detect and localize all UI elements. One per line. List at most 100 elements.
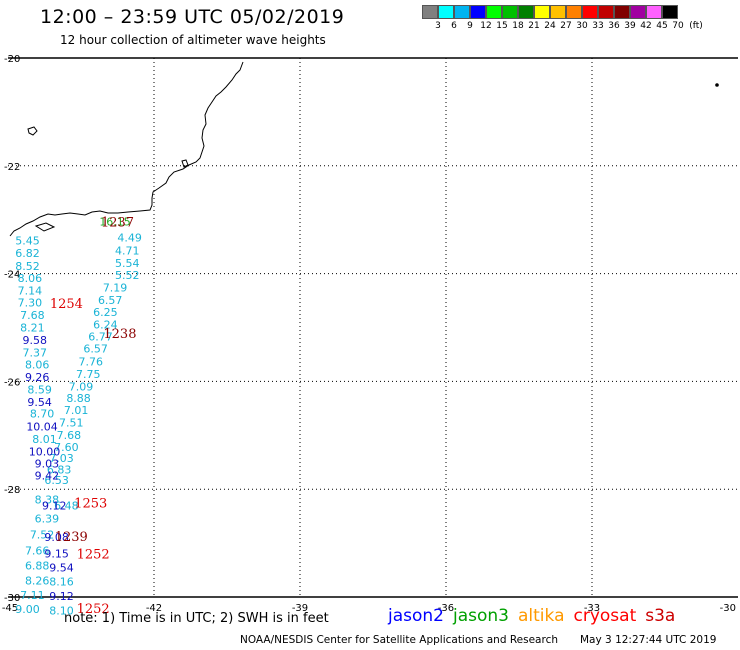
scale-swatch-39 [614,5,630,19]
wave-height-label: 10.04 [26,421,58,434]
scale-swatch-33 [582,5,598,19]
lon-tick-label: -33 [584,603,600,614]
satellite-legend: jason2 jason3 altika cryosat s3a [388,606,684,626]
color-scale-swatches [422,5,740,19]
satellite-legend-s3a: s3a [645,606,676,626]
wave-height-label: 6.24 [93,318,118,331]
coastline-main [9,61,244,237]
wave-height-label: 6.77 [88,331,113,344]
wave-height-label: 4.71 [115,244,140,257]
color-scale-labels: 3 6 9 12 15 18 21 24 27 30 33 36 39 42 45 70 (ft) [422,19,740,33]
wave-height-label: 8.06 [25,359,50,372]
wave-height-label: 6.88 [25,560,50,573]
scale-label-24: 24 [544,21,556,31]
scale-label-12: 12 [480,21,492,31]
wave-height-label: 8.59 [27,383,52,396]
wave-height-label: 7.11 [20,589,45,602]
scale-label-6: 6 [451,21,457,31]
scale-label-3: 3 [435,21,441,31]
scale-label-33: 33 [592,21,604,31]
satellite-legend-altika: altika [518,606,565,626]
wave-height-label: 9.42 [35,470,60,483]
coast-island-3 [34,222,56,232]
wave-height-label: 7.37 [23,346,48,359]
scale-label-15: 15 [496,21,508,31]
lat-tick-label: -28 [4,485,20,496]
coast-island-2 [181,159,189,168]
footer-timestamp: May 3 12:27:44 UTC 2019 [580,634,717,646]
pass-time-label: 1254 [50,297,83,312]
wave-height-label: 7.75 [76,368,101,381]
wave-height-label: 7.60 [54,441,79,454]
footer-credit: NOAA/NESDIS Center for Satellite Applica… [240,634,558,646]
scale-swatch-24 [534,5,550,19]
scale-swatch-21 [518,5,534,19]
pass-time-label: 1252 [77,547,110,562]
wave-height-label: 10.00 [29,445,61,458]
satellite-legend-jason3: jason3 [453,606,509,626]
wave-height-label: 5.52 [115,269,140,282]
wave-height-label: 6.82 [15,247,40,260]
map-grid [8,57,738,598]
wave-height-label: 9.58 [23,334,48,347]
scale-swatch-18 [502,5,518,19]
scale-label-27: 27 [560,21,572,31]
wave-height-label: 8.70 [30,408,55,421]
coastline [9,61,719,237]
wave-height-label: 8.16 [49,575,74,588]
lon-tick-label: -39 [292,603,308,614]
scale-swatch-9 [454,5,470,19]
pass-time-label: 1238 [103,327,136,342]
wave-height-label: 6.57 [98,294,123,307]
wave-height-label: 6.53 [44,474,69,487]
observation-labels: 16.154.494.715.545.527.196.576.256.246.7… [15,215,142,617]
wave-height-label: 9.26 [25,371,50,384]
coast-island-1 [27,126,38,136]
wave-height-label: 4.49 [117,231,142,244]
scale-swatch-36 [598,5,614,19]
wave-height-label: 6.39 [35,512,60,525]
lat-tick-label: -24 [4,270,20,281]
wave-height-label: 7.01 [64,404,89,417]
wave-height-label: 7.68 [20,309,45,322]
scale-label-42: 42 [640,21,652,31]
scale-swatch-12 [470,5,486,19]
scale-swatch-42 [630,5,646,19]
lon-tick-label: -36 [438,603,454,614]
pass-time-labels: 1237 1254 1238 1253 1239 1252 1252 [50,215,137,616]
wave-height-label: 6.83 [47,463,72,476]
map-subtitle: 12 hour collection of altimeter wave hei… [60,33,326,47]
wave-height-label: 6.25 [93,306,118,319]
lon-tick-label: -42 [146,603,162,614]
scale-label-18: 18 [512,21,524,31]
scale-label-21: 21 [528,21,540,31]
wave-height-label: 7.68 [57,429,82,442]
wave-height-label: 5.54 [115,257,140,270]
scale-label-70: 70 [672,21,684,31]
wave-height-label: 9.00 [15,603,40,616]
wave-height-label: 7.19 [103,282,128,295]
wave-height-label: 8.38 [35,493,60,506]
scale-swatch-70 [662,5,678,19]
wave-height-label: 9.03 [35,457,60,470]
wave-height-label: 16.15 [99,215,131,228]
lat-tick-label: -26 [4,377,20,388]
scale-swatch-45 [646,5,662,19]
wave-height-label: 8.10 [49,604,74,617]
wave-height-label: 7.09 [69,380,94,393]
footer-note: note: 1) Time is in UTC; 2) SWH is in fe… [64,611,329,626]
wave-height-label: 6.57 [83,343,108,356]
scale-label-39: 39 [624,21,636,31]
wave-height-label: 8.01 [32,433,57,446]
scale-swatch-15 [486,5,502,19]
lon-tick-label: -45 [2,603,18,614]
wave-height-label: 9.08 [44,531,69,544]
pass-time-label: 1239 [55,530,88,545]
map-title: 12:00 – 23:59 UTC 05/02/2019 [40,6,345,28]
wave-height-label: 9.12 [42,499,67,512]
scale-unit: (ft) [689,21,703,31]
scale-label-45: 45 [656,21,668,31]
pass-time-label: 1252 [77,602,110,617]
scale-swatch-6 [438,5,454,19]
